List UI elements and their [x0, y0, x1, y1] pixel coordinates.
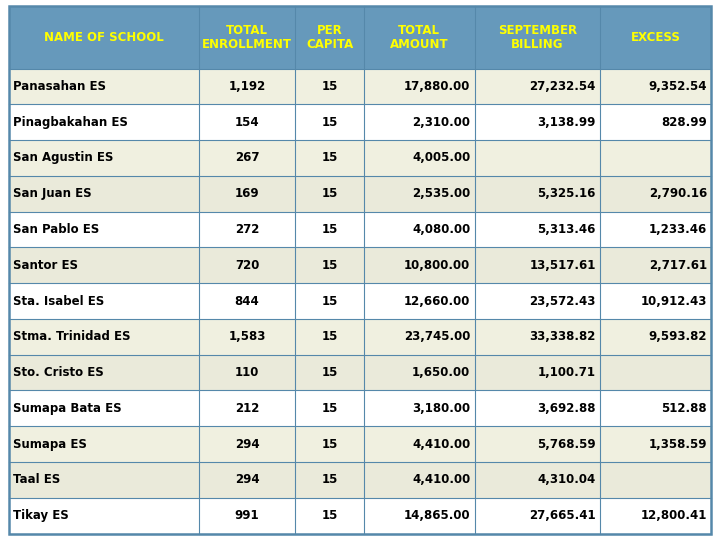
- Text: 15: 15: [321, 294, 338, 308]
- Text: 1,583: 1,583: [228, 330, 266, 343]
- Bar: [9, 104, 711, 140]
- Bar: [9, 140, 711, 176]
- Text: 4,310.04: 4,310.04: [538, 474, 596, 487]
- Text: 15: 15: [321, 152, 338, 165]
- Bar: [9, 176, 711, 212]
- Bar: [9, 212, 711, 247]
- Text: 3,692.88: 3,692.88: [537, 402, 596, 415]
- Text: Tikay ES: Tikay ES: [13, 509, 68, 522]
- Text: 15: 15: [321, 259, 338, 272]
- Text: San Juan ES: San Juan ES: [13, 187, 91, 200]
- Text: Sto. Cristo ES: Sto. Cristo ES: [13, 366, 104, 379]
- Text: 13,517.61: 13,517.61: [529, 259, 596, 272]
- Text: 2,717.61: 2,717.61: [649, 259, 707, 272]
- Text: 15: 15: [321, 116, 338, 129]
- Text: 9,593.82: 9,593.82: [649, 330, 707, 343]
- Text: Pinagbakahan ES: Pinagbakahan ES: [13, 116, 128, 129]
- Text: 294: 294: [235, 437, 259, 450]
- Text: 15: 15: [321, 437, 338, 450]
- Text: 294: 294: [235, 474, 259, 487]
- Text: 15: 15: [321, 366, 338, 379]
- Text: 15: 15: [321, 223, 338, 236]
- Text: 267: 267: [235, 152, 259, 165]
- Text: 154: 154: [235, 116, 259, 129]
- Bar: [9, 498, 711, 534]
- Bar: [9, 390, 711, 426]
- Text: SEPTEMBER
BILLING: SEPTEMBER BILLING: [498, 24, 577, 51]
- Bar: [9, 462, 711, 498]
- Text: 2,790.16: 2,790.16: [649, 187, 707, 200]
- Text: Stma. Trinidad ES: Stma. Trinidad ES: [13, 330, 130, 343]
- Text: 1,358.59: 1,358.59: [649, 437, 707, 450]
- Text: 10,800.00: 10,800.00: [404, 259, 470, 272]
- Text: 5,313.46: 5,313.46: [538, 223, 596, 236]
- Text: TOTAL
ENROLLMENT: TOTAL ENROLLMENT: [202, 24, 292, 51]
- Text: Panasahan ES: Panasahan ES: [13, 80, 106, 93]
- Text: Sta. Isabel ES: Sta. Isabel ES: [13, 294, 104, 308]
- Text: 27,665.41: 27,665.41: [529, 509, 596, 522]
- Text: 844: 844: [235, 294, 259, 308]
- Text: 23,572.43: 23,572.43: [529, 294, 596, 308]
- Text: 4,080.00: 4,080.00: [412, 223, 470, 236]
- Text: 5,325.16: 5,325.16: [538, 187, 596, 200]
- Text: 720: 720: [235, 259, 259, 272]
- Text: 17,880.00: 17,880.00: [404, 80, 470, 93]
- Text: San Pablo ES: San Pablo ES: [13, 223, 99, 236]
- Text: EXCESS: EXCESS: [631, 31, 680, 44]
- Text: 828.99: 828.99: [661, 116, 707, 129]
- Text: Sumapa ES: Sumapa ES: [13, 437, 87, 450]
- Text: 15: 15: [321, 509, 338, 522]
- Text: NAME OF SCHOOL: NAME OF SCHOOL: [44, 31, 163, 44]
- Text: 2,310.00: 2,310.00: [413, 116, 470, 129]
- Bar: [9, 247, 711, 283]
- Text: 15: 15: [321, 80, 338, 93]
- Text: 1,100.71: 1,100.71: [538, 366, 596, 379]
- Bar: [9, 355, 711, 390]
- Text: 1,650.00: 1,650.00: [412, 366, 470, 379]
- Text: 10,912.43: 10,912.43: [641, 294, 707, 308]
- Text: 14,865.00: 14,865.00: [404, 509, 470, 522]
- Text: 991: 991: [235, 509, 259, 522]
- Text: 110: 110: [235, 366, 259, 379]
- Text: 12,800.41: 12,800.41: [641, 509, 707, 522]
- Text: PER
CAPITA: PER CAPITA: [306, 24, 353, 51]
- Text: 23,745.00: 23,745.00: [404, 330, 470, 343]
- Text: 212: 212: [235, 402, 259, 415]
- Text: 15: 15: [321, 187, 338, 200]
- Text: 512.88: 512.88: [662, 402, 707, 415]
- Text: 9,352.54: 9,352.54: [649, 80, 707, 93]
- Text: TOTAL
AMOUNT: TOTAL AMOUNT: [390, 24, 449, 51]
- Text: 4,005.00: 4,005.00: [412, 152, 470, 165]
- Text: 1,233.46: 1,233.46: [649, 223, 707, 236]
- Text: 272: 272: [235, 223, 259, 236]
- Text: 15: 15: [321, 402, 338, 415]
- Text: 2,535.00: 2,535.00: [412, 187, 470, 200]
- Bar: [9, 283, 711, 319]
- Text: Santor ES: Santor ES: [13, 259, 78, 272]
- Bar: [9, 426, 711, 462]
- Text: Sumapa Bata ES: Sumapa Bata ES: [13, 402, 122, 415]
- Text: 4,410.00: 4,410.00: [412, 437, 470, 450]
- Text: 15: 15: [321, 474, 338, 487]
- Text: 12,660.00: 12,660.00: [404, 294, 470, 308]
- Text: 27,232.54: 27,232.54: [529, 80, 596, 93]
- Text: 169: 169: [235, 187, 259, 200]
- Bar: [9, 6, 711, 69]
- Bar: [9, 69, 711, 104]
- Text: Taal ES: Taal ES: [13, 474, 60, 487]
- Text: 5,768.59: 5,768.59: [537, 437, 596, 450]
- Text: 1,192: 1,192: [228, 80, 266, 93]
- Text: 4,410.00: 4,410.00: [412, 474, 470, 487]
- Text: 33,338.82: 33,338.82: [529, 330, 596, 343]
- Text: 3,180.00: 3,180.00: [413, 402, 470, 415]
- Text: 3,138.99: 3,138.99: [538, 116, 596, 129]
- Text: 15: 15: [321, 330, 338, 343]
- Bar: [9, 319, 711, 355]
- Text: San Agustin ES: San Agustin ES: [13, 152, 113, 165]
